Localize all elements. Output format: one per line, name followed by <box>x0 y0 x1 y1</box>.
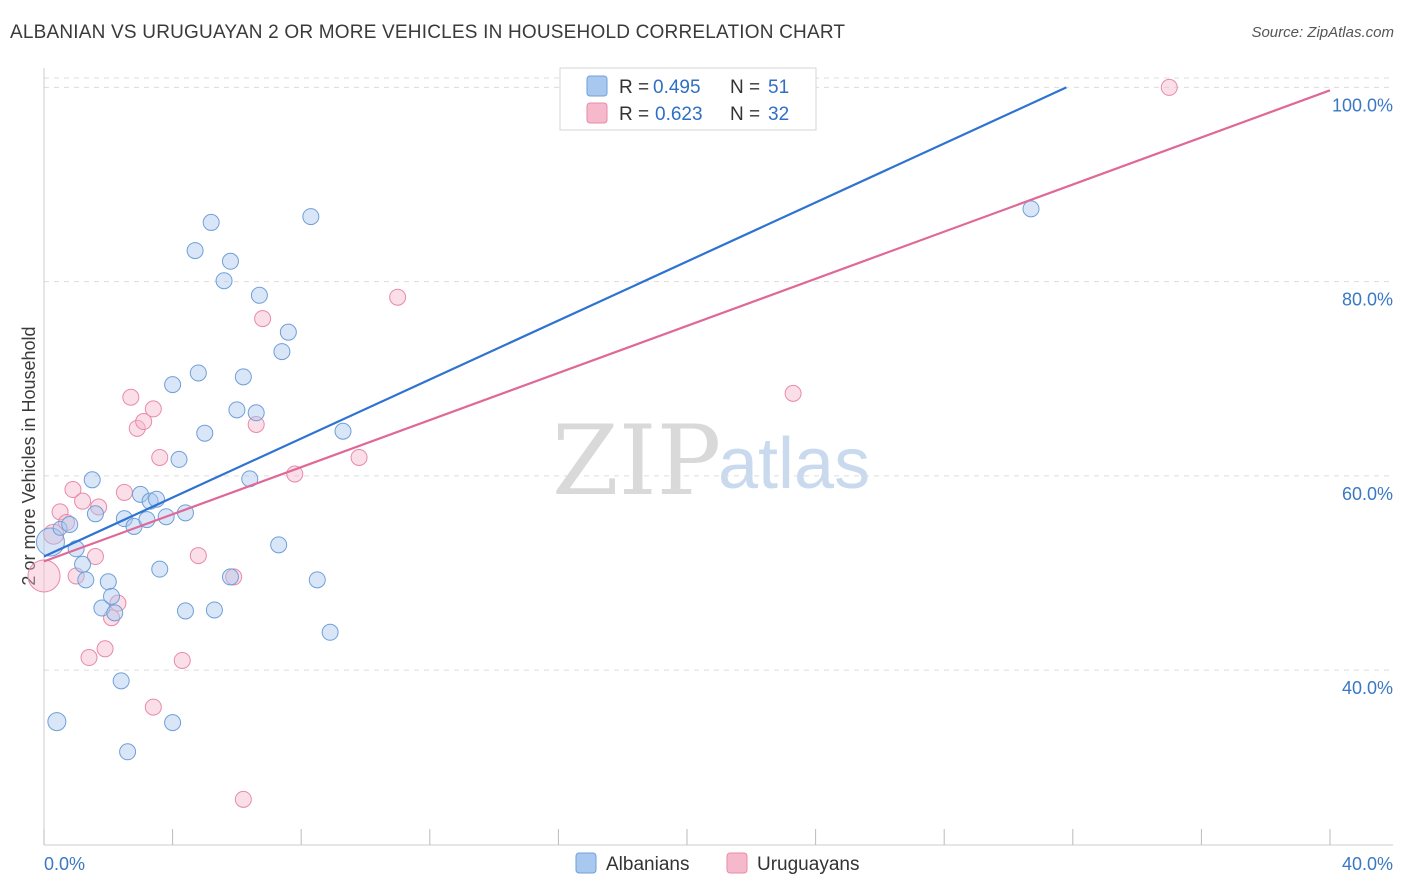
albanian-point <box>279 323 297 341</box>
x-tick-label-min: 0.0% <box>44 854 85 874</box>
y-tick-label: 100.0% <box>1332 95 1393 115</box>
albanian-points <box>35 200 1040 761</box>
legend-n-label-uruguayans: N = <box>730 104 760 125</box>
y-tick-label: 40.0% <box>1342 678 1393 698</box>
uruguayan-point <box>173 651 191 669</box>
albanian-point <box>1022 200 1040 218</box>
albanian-point <box>234 368 252 386</box>
uruguayan-point <box>189 547 207 565</box>
uruguayan-point <box>74 492 92 510</box>
uruguayan-point <box>144 698 162 716</box>
uruguayan-point <box>784 384 802 402</box>
legend-r-label-albanians: R = <box>619 77 649 98</box>
watermark-atlas: atlas <box>718 424 870 504</box>
uruguayan-point <box>86 548 104 566</box>
albanian-point <box>164 376 182 394</box>
albanian-point <box>106 604 124 622</box>
uruguayan-point <box>144 400 162 418</box>
albanian-point <box>247 404 265 422</box>
albanian-point <box>61 515 79 533</box>
legend-r-value-uruguayans: 0.623 <box>655 104 703 125</box>
uruguayan-point <box>389 288 407 306</box>
albanian-point <box>176 602 194 620</box>
albanian-point <box>99 573 117 591</box>
albanian-point <box>119 743 137 761</box>
y-tick-label: 60.0% <box>1342 484 1393 504</box>
uruguayan-point <box>115 483 133 501</box>
bottom-legend-swatch-albanians <box>575 852 597 874</box>
y-tick-label: 80.0% <box>1342 290 1393 310</box>
uruguayan-point <box>80 649 98 667</box>
albanian-point <box>83 471 101 489</box>
series-legend: Albanians Uruguayans <box>575 852 859 875</box>
uruguayan-points <box>27 78 1178 808</box>
legend-r-value-albanians: 0.495 <box>653 77 701 98</box>
uruguayan-point <box>135 413 153 431</box>
uruguayan-point <box>128 419 146 437</box>
uruguayan-trend-line <box>43 89 1331 563</box>
albanian-point <box>186 242 204 260</box>
albanian-point <box>103 587 121 605</box>
bottom-legend-uruguayans: Uruguayans <box>757 854 859 875</box>
albanian-point <box>112 672 130 690</box>
trend-lines <box>43 86 1331 563</box>
uruguayan-point <box>151 448 169 466</box>
albanian-point <box>302 208 320 226</box>
watermark: ZIP atlas <box>552 405 870 517</box>
legend-swatch-uruguayans <box>586 102 608 124</box>
bottom-legend-swatch-uruguayans <box>726 852 748 874</box>
albanian-point <box>221 252 239 270</box>
albanian-point <box>86 505 104 523</box>
uruguayan-point <box>64 481 82 499</box>
legend-n-label-albanians: N = <box>730 77 760 98</box>
source-credit: Source: ZipAtlas.com <box>1251 24 1394 41</box>
chart-title: ALBANIAN VS URUGUAYAN 2 OR MORE VEHICLES… <box>10 22 846 43</box>
albanian-point <box>170 450 188 468</box>
albanian-point <box>131 485 149 503</box>
legend-swatch-albanians <box>586 75 608 97</box>
uruguayan-point <box>254 310 272 328</box>
uruguayan-point <box>27 559 61 593</box>
albanian-point <box>205 601 223 619</box>
x-tick-label-max: 40.0% <box>1342 854 1393 874</box>
watermark-zip: ZIP <box>552 405 721 517</box>
axes <box>43 68 1393 846</box>
albanian-point <box>151 560 169 578</box>
uruguayan-point <box>350 448 368 466</box>
albanian-point <box>93 599 111 617</box>
bottom-legend-albanians: Albanians <box>606 854 689 875</box>
albanian-point <box>273 343 291 361</box>
albanian-point <box>270 536 288 554</box>
uruguayan-point <box>234 790 252 808</box>
albanian-trend-line <box>43 86 1067 558</box>
albanian-point <box>321 623 339 641</box>
albanian-point <box>52 520 68 536</box>
albanian-point <box>215 272 233 290</box>
albanian-point <box>250 286 268 304</box>
legend-r-label-uruguayans: R = <box>619 104 649 125</box>
uruguayan-point <box>51 503 69 521</box>
albanian-point <box>189 364 207 382</box>
albanian-point <box>77 571 95 589</box>
legend-n-value-uruguayans: 32 <box>768 104 789 125</box>
correlation-legend: R = 0.495 N = 51 R = 0.623 N = 32 <box>559 67 817 131</box>
uruguayan-point <box>1160 78 1178 96</box>
y-tick-labels: 40.0% 60.0% 80.0% 100.0% <box>1332 95 1393 698</box>
albanian-point <box>47 712 67 732</box>
albanian-point <box>196 424 214 442</box>
uruguayan-point <box>122 388 140 406</box>
albanian-point <box>74 555 92 573</box>
legend-n-value-albanians: 51 <box>768 77 789 98</box>
uruguayan-point <box>96 640 114 658</box>
albanian-point <box>202 213 220 231</box>
uruguayan-point <box>247 415 265 433</box>
albanian-point <box>228 401 246 419</box>
albanian-point <box>334 422 352 440</box>
y-axis-label: 2 or more Vehicles in Household <box>19 326 39 585</box>
albanian-point <box>308 571 326 589</box>
albanian-point <box>164 714 182 732</box>
albanian-point <box>221 568 239 586</box>
uruguayan-point <box>109 594 127 612</box>
